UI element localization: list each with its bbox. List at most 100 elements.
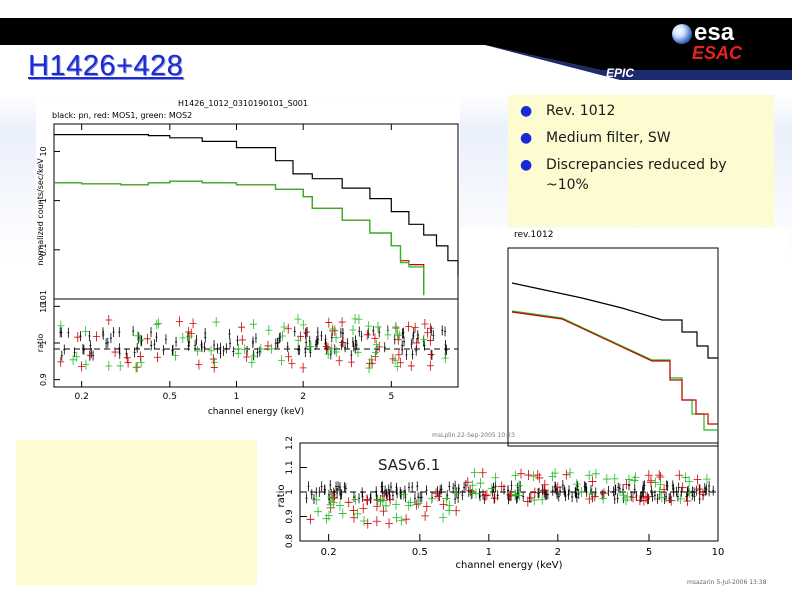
plot-b-ylabel: ratio bbox=[276, 484, 287, 507]
ratio-point bbox=[507, 490, 516, 501]
series-line-mos1 bbox=[54, 180, 425, 296]
plot-b-ratio-points bbox=[305, 467, 715, 529]
plot-b-annotation: SASv6.1 bbox=[378, 456, 440, 474]
ratio-point bbox=[335, 355, 343, 366]
yellow-note-box bbox=[16, 440, 257, 585]
ratio-point bbox=[339, 489, 342, 500]
bullet-dot-icon: ● bbox=[520, 130, 533, 146]
ratio-point bbox=[143, 333, 151, 344]
plot-rev1012-panel: H1426_1012_0310190101_S001 black: pn, re… bbox=[36, 97, 460, 427]
y-tick-label: 1.1 bbox=[285, 460, 295, 474]
ratio-point bbox=[164, 334, 167, 345]
ratio-point bbox=[338, 484, 341, 495]
ratio-point bbox=[680, 486, 683, 497]
ratio-point bbox=[585, 486, 588, 497]
ratio-point bbox=[417, 333, 420, 344]
ratio-point bbox=[276, 337, 279, 348]
ratio-point bbox=[105, 360, 113, 371]
ratio-point bbox=[401, 340, 404, 351]
ratio-point bbox=[639, 495, 648, 506]
ratio-point bbox=[587, 488, 596, 499]
ratio-point bbox=[195, 359, 203, 370]
ratio-point bbox=[540, 479, 549, 490]
globe-icon bbox=[672, 24, 692, 44]
ratio-point bbox=[404, 500, 413, 511]
ratio-point bbox=[325, 317, 333, 328]
ratio-point bbox=[373, 339, 381, 350]
ratio-point bbox=[185, 326, 193, 337]
ratio-point bbox=[511, 470, 520, 481]
bullet-dot-icon: ● bbox=[520, 157, 533, 173]
ratio-point bbox=[452, 483, 455, 494]
y-tick-label: 0.1 bbox=[39, 243, 48, 256]
ratio-point bbox=[685, 487, 694, 498]
ratio-point bbox=[285, 351, 293, 362]
ratio-point bbox=[352, 492, 355, 503]
ratio-point bbox=[440, 484, 443, 495]
ratio-point bbox=[426, 323, 434, 334]
ratio-point bbox=[175, 316, 183, 327]
ratio-point bbox=[136, 351, 144, 362]
ratio-point bbox=[155, 332, 158, 343]
ratio-point bbox=[672, 486, 675, 497]
ratio-point bbox=[329, 349, 332, 360]
y-tick-label: 1 bbox=[39, 340, 48, 345]
plot-b-spectrum-group bbox=[511, 282, 718, 431]
ratio-point bbox=[212, 317, 220, 328]
ratio-point bbox=[153, 339, 156, 350]
y-tick-label: 0.9 bbox=[285, 509, 295, 524]
plot-b-x-ticks: 0.2 0.5 1 2 5 10 bbox=[321, 534, 724, 558]
ratio-point bbox=[676, 491, 679, 502]
bullet-text: Medium filter, SW bbox=[546, 130, 671, 146]
ratio-point bbox=[225, 343, 228, 354]
plot-a-spectrum-group bbox=[54, 134, 459, 296]
ratio-point bbox=[374, 321, 382, 332]
ratio-point bbox=[517, 468, 526, 479]
ratio-point bbox=[346, 338, 349, 349]
ratio-point bbox=[387, 484, 390, 495]
ratio-point bbox=[556, 489, 559, 500]
ratio-point bbox=[57, 356, 65, 367]
ratio-point bbox=[678, 482, 687, 493]
ratio-point bbox=[399, 489, 402, 500]
ratio-point bbox=[312, 493, 315, 504]
ratio-point bbox=[379, 506, 388, 517]
ratio-point bbox=[74, 332, 82, 343]
ratio-point bbox=[150, 340, 153, 351]
ratio-point bbox=[394, 334, 402, 345]
ratio-point bbox=[118, 327, 121, 338]
ratio-point bbox=[524, 470, 533, 481]
ratio-point bbox=[132, 362, 140, 373]
ratio-point bbox=[693, 487, 696, 498]
ratio-point bbox=[360, 516, 369, 527]
ratio-point bbox=[511, 490, 520, 501]
ratio-point bbox=[361, 491, 364, 502]
ratio-point bbox=[405, 321, 413, 332]
ratio-point bbox=[309, 347, 312, 358]
x-tick-label: 2 bbox=[555, 547, 561, 558]
ratio-point bbox=[567, 489, 570, 500]
ratio-point bbox=[344, 497, 353, 508]
ratio-point bbox=[318, 486, 321, 497]
ratio-point bbox=[439, 485, 442, 496]
ratio-point bbox=[393, 361, 401, 372]
ratio-point bbox=[577, 487, 586, 498]
ratio-point bbox=[413, 493, 416, 504]
ratio-point bbox=[644, 470, 653, 481]
ratio-point bbox=[492, 482, 495, 493]
bullet-item: ● Discrepancies reduced by ~10% bbox=[518, 155, 768, 195]
ratio-point bbox=[111, 347, 119, 358]
ratio-point bbox=[464, 480, 467, 491]
ratio-point bbox=[546, 489, 549, 500]
ratio-point bbox=[238, 334, 246, 345]
ratio-point bbox=[362, 494, 371, 505]
ratio-point bbox=[423, 340, 426, 351]
ratio-point bbox=[133, 347, 136, 358]
ratio-point bbox=[516, 482, 519, 493]
ratio-point bbox=[643, 480, 646, 491]
ratio-point bbox=[476, 478, 485, 489]
ratio-point bbox=[280, 321, 288, 332]
ratio-point bbox=[602, 474, 611, 485]
ratio-point bbox=[323, 484, 326, 495]
ratio-point bbox=[267, 343, 275, 354]
